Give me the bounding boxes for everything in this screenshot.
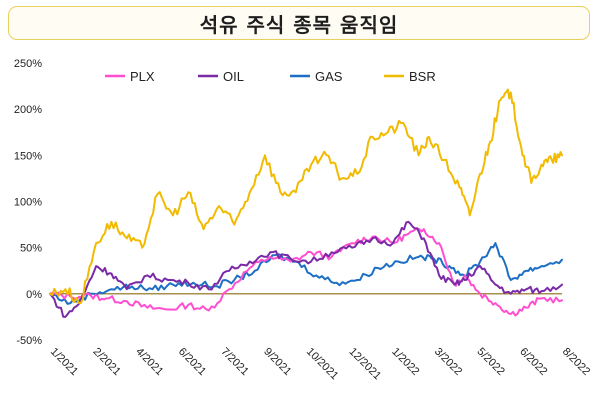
x-tick-label: 1/2022 — [389, 346, 421, 378]
x-tick-label: 5/2022 — [475, 346, 507, 378]
y-axis-ticks: 250% 200% 150% 100% 50% 0% -50% — [14, 58, 42, 347]
series-line-plx — [49, 227, 563, 317]
x-tick-label: 9/2021 — [261, 346, 293, 378]
x-tick-label: 10/2021 — [304, 346, 341, 383]
x-tick-label: 6/2021 — [176, 346, 208, 378]
x-tick-label: 3/2022 — [432, 346, 464, 378]
y-tick-label: 150% — [14, 150, 42, 162]
legend-label-oil: OIL — [223, 69, 244, 84]
x-tick-label: 6/2022 — [517, 346, 549, 378]
series-line-gas — [49, 242, 563, 305]
legend-label-plx: PLX — [130, 69, 155, 84]
y-tick-label: 50% — [20, 243, 42, 255]
x-tick-label: 12/2021 — [347, 346, 384, 383]
chart-title: 석유 주식 종목 움직임 — [199, 12, 399, 37]
x-tick-label: 2/2021 — [91, 346, 123, 378]
x-axis-ticks: 1/2021 2/2021 4/2021 6/2021 7/2021 9/2021 10/2… — [48, 346, 592, 383]
series-line-oil — [49, 220, 563, 318]
legend: PLX OIL GAS BSR — [105, 69, 436, 84]
series-lines — [49, 88, 563, 318]
y-tick-label: 250% — [14, 58, 42, 70]
series-line-bsr — [49, 88, 563, 305]
chart-title-box: 석유 주식 종목 움직임 — [8, 6, 590, 40]
legend-label-bsr: BSR — [409, 69, 436, 84]
y-tick-label: 200% — [14, 104, 42, 116]
x-tick-label: 8/2022 — [560, 346, 592, 378]
x-tick-label: 7/2021 — [219, 346, 251, 378]
x-tick-label: 4/2021 — [133, 346, 165, 378]
legend-label-gas: GAS — [315, 69, 343, 84]
y-tick-label: 0% — [26, 289, 42, 301]
y-tick-label: -50% — [16, 335, 42, 347]
y-tick-label: 100% — [14, 197, 42, 209]
x-tick-label: 1/2021 — [48, 346, 80, 378]
